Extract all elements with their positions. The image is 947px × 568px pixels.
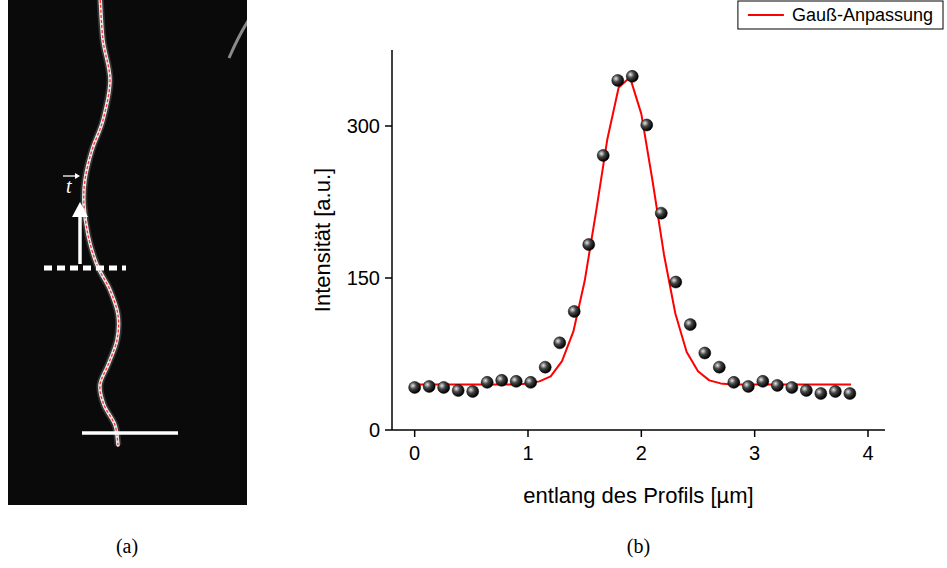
data-point: [510, 375, 522, 387]
legend-swatch: [748, 14, 784, 16]
filament: [84, 0, 119, 445]
y-axis: [391, 50, 393, 430]
data-point: [496, 374, 508, 386]
data-point: [481, 376, 493, 388]
x-tick-label: 3: [749, 442, 760, 464]
data-point: [539, 361, 551, 373]
image-panel: t: [8, 0, 250, 505]
x-tick: [641, 430, 643, 437]
data-point: [423, 380, 435, 392]
x-tick-label: 0: [409, 442, 420, 464]
data-point: [815, 388, 827, 400]
scale-bar: [82, 431, 178, 435]
data-point: [626, 70, 638, 82]
y-tick: [385, 277, 392, 279]
second-filament: [229, 18, 247, 58]
data-point: [554, 337, 566, 349]
filament-glow: [84, 0, 119, 445]
legend-label: Gauß-Anpassung: [792, 5, 933, 25]
x-tick-label: 2: [636, 442, 647, 464]
fit-line: [415, 77, 851, 384]
vector-sign-head: [75, 173, 80, 179]
data-point: [699, 347, 711, 359]
tangent-arrow: [78, 214, 82, 264]
data-point: [583, 239, 595, 251]
x-tick: [527, 430, 529, 437]
data-point: [771, 379, 783, 391]
x-tick: [414, 430, 416, 437]
data-point: [742, 380, 754, 392]
data-point: [612, 74, 624, 86]
y-tick-label: 0: [369, 419, 380, 441]
data-point: [409, 381, 421, 393]
data-point: [568, 305, 580, 317]
vector-label: t: [66, 175, 72, 197]
plot-data: [409, 70, 856, 399]
data-point: [786, 381, 798, 393]
x-tick: [867, 430, 869, 437]
profile-line: [44, 266, 126, 271]
x-axis-title: entlang des Profils [µm]: [523, 483, 753, 508]
y-tick-label: 150: [347, 267, 380, 289]
legend: Gauß-Anpassung: [738, 1, 943, 29]
x-tick-label: 4: [862, 442, 873, 464]
data-point: [641, 119, 653, 131]
data-point: [800, 384, 812, 396]
data-point: [452, 384, 464, 396]
data-point: [467, 385, 479, 397]
data-point: [655, 207, 667, 219]
image-background: [8, 0, 247, 505]
y-axis-title: Intensität [a.u.]: [310, 168, 335, 312]
data-point: [684, 319, 696, 331]
chart: 0 1 2 3 4 0 150 300 entlang des Profils [µm] Inte…: [310, 50, 885, 508]
data-point: [757, 375, 769, 387]
x-axis: [392, 429, 885, 431]
data-point: [597, 149, 609, 161]
filament-trace: [84, 0, 119, 445]
x-tick: [754, 430, 756, 437]
panel-label: (b): [627, 535, 650, 558]
data-point: [829, 385, 841, 397]
y-tick: [385, 429, 392, 431]
data-point: [438, 381, 450, 393]
figure: t (a) 0 1 2 3 4 0 150 300 entlang des Profils [µm]…: [0, 0, 947, 568]
data-point: [670, 276, 682, 288]
image-content: [84, 0, 247, 445]
panel-label: (a): [116, 535, 138, 558]
data-point: [713, 361, 725, 373]
data-point: [728, 376, 740, 388]
y-tick-label: 300: [347, 115, 380, 137]
y-tick: [385, 125, 392, 127]
tangent-arrow-head: [72, 202, 88, 217]
x-tick-label: 1: [522, 442, 533, 464]
legend-box: [738, 1, 943, 29]
data-point: [525, 376, 537, 388]
data-point: [844, 388, 856, 400]
